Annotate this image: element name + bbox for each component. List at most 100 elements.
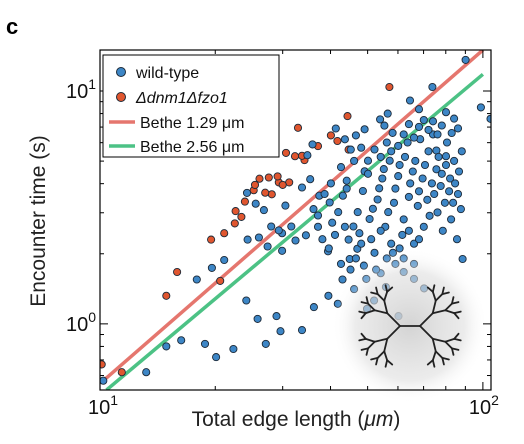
data-point-wild-type — [452, 235, 462, 244]
tree-branch — [431, 290, 437, 302]
data-point-wild-type — [162, 342, 171, 351]
tree-branch — [370, 357, 379, 361]
data-point-wild-type — [436, 181, 445, 191]
data-point-wild-type — [424, 147, 433, 156]
data-point-wild-type — [418, 174, 427, 183]
tree-branch — [358, 337, 367, 342]
data-point-wild-type — [297, 183, 307, 192]
data-point-wild-type — [263, 242, 272, 251]
data-point-wild-type — [409, 239, 419, 248]
data-point-wild-type — [336, 163, 346, 172]
data-point-mutant — [250, 180, 260, 189]
tree-branch — [434, 293, 444, 302]
data-point-mutant — [343, 112, 352, 121]
tree-branch — [444, 337, 456, 343]
tree-branch — [373, 309, 389, 315]
data-point-wild-type — [242, 188, 252, 197]
data-point-mutant — [230, 219, 239, 228]
data-point-wild-type — [324, 244, 333, 253]
data-point-wild-type — [405, 96, 415, 105]
tree-branch — [364, 337, 376, 343]
data-point-wild-type — [409, 133, 419, 142]
data-point-wild-type — [376, 152, 385, 161]
data-point-wild-type — [433, 130, 442, 139]
data-point-wild-type — [334, 208, 343, 217]
data-point-mutant — [326, 131, 335, 140]
x-tick-label-10: 101 — [88, 392, 118, 419]
data-point-wild-type — [399, 215, 408, 224]
data-point-wild-type — [450, 114, 459, 123]
tree-branch — [451, 347, 455, 356]
data-point-wild-type — [212, 353, 221, 362]
tree-branch — [370, 291, 379, 295]
data-point-wild-type — [320, 189, 329, 199]
tree-branch — [375, 357, 379, 366]
data-point-wild-type — [453, 124, 463, 133]
data-point-wild-type — [445, 187, 454, 196]
data-point-wild-type — [365, 214, 374, 224]
data-point-wild-type — [424, 125, 433, 134]
data-point-wild-type — [428, 117, 438, 126]
data-point-wild-type — [331, 124, 340, 133]
data-point-wild-type — [338, 191, 347, 200]
plot-frame — [99, 49, 492, 391]
data-point-wild-type — [267, 222, 276, 231]
tree-branch — [384, 359, 389, 368]
data-point-wild-type — [442, 138, 452, 147]
tree-branch — [419, 325, 434, 340]
data-point-wild-type — [242, 296, 251, 305]
tree-branch — [365, 347, 369, 356]
data-point-wild-type — [375, 184, 384, 193]
data-point-wild-type — [370, 145, 379, 154]
data-point-wild-type — [351, 254, 360, 263]
data-point-wild-type — [425, 211, 434, 220]
legend-marker-wild-type — [116, 67, 126, 77]
data-point-wild-type — [454, 167, 464, 176]
data-point-mutant — [281, 148, 291, 157]
tree-branch — [367, 302, 376, 312]
data-point-wild-type — [419, 222, 428, 231]
data-point-wild-type — [414, 187, 424, 196]
data-point-mutant — [237, 212, 246, 221]
data-point-wild-type — [350, 156, 359, 165]
data-point-mutant — [100, 360, 106, 369]
data-point-wild-type — [243, 235, 252, 244]
data-point-wild-type — [398, 230, 407, 239]
data-point-wild-type — [380, 121, 389, 130]
data-point-mutant — [278, 180, 287, 189]
data-point-wild-type — [378, 174, 387, 183]
data-point-wild-type — [367, 235, 376, 244]
data-point-wild-type — [450, 156, 459, 165]
data-point-wild-type — [456, 205, 465, 214]
data-point-wild-type — [414, 122, 424, 131]
x-minor-ticks — [99, 50, 484, 390]
y-tick-label-10: 101 — [66, 76, 96, 103]
data-point-wild-type — [357, 239, 366, 248]
tree-branch — [360, 332, 367, 340]
tree-branch — [426, 359, 434, 366]
data-point-wild-type — [403, 138, 412, 147]
data-point-wild-type — [441, 160, 451, 170]
data-point-wild-type — [441, 108, 451, 117]
tree-branch — [434, 350, 444, 359]
tree-branch — [367, 340, 376, 350]
data-point-wild-type — [309, 303, 318, 312]
data-point-wild-type — [278, 246, 287, 255]
legend-label-mutant: Δdnm1Δfzo1 — [135, 90, 228, 107]
tree-branch — [431, 284, 436, 293]
data-point-wild-type — [458, 254, 467, 264]
data-point-wild-type — [406, 179, 415, 188]
legend: wild-type Δdnm1Δfzo1 Bethe 1.29 μm Bethe… — [102, 54, 280, 158]
data-point-mutant — [255, 174, 264, 183]
data-point-wild-type — [447, 215, 456, 224]
tree-branch — [441, 286, 445, 295]
tree-branch — [444, 340, 453, 350]
data-point-wild-type — [399, 130, 408, 139]
data-point-wild-type — [385, 156, 394, 165]
data-point-wild-type — [391, 184, 400, 193]
tree-branch — [431, 299, 437, 315]
data-point-wild-type — [254, 233, 263, 242]
tree-branch — [441, 291, 450, 295]
data-point-wild-type — [437, 169, 446, 178]
